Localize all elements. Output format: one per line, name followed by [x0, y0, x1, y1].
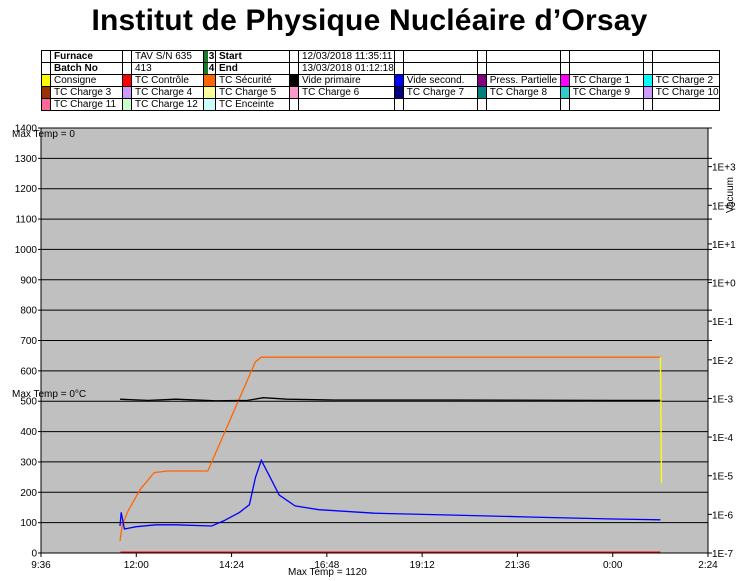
empty-cell — [642, 98, 653, 111]
y-tick-label: 1100 — [15, 215, 37, 226]
tick-labels: 0 100 200 300 400 500 600 700 800 900 1000 1100 1200… — [15, 124, 736, 572]
page-title: Institut de Physique Nucléaire d’Orsay — [91, 4, 648, 37]
legend-row: TC Charge 11 TC Charge 12 TC Enceinte — [41, 98, 720, 111]
vacuum-tick-label: 1E-2 — [712, 356, 734, 367]
y-tick-label: 1200 — [15, 184, 38, 195]
y-tick-label: 500 — [20, 397, 37, 408]
y-tick-label: 800 — [20, 306, 37, 317]
x-tick-label: 14:24 — [219, 560, 244, 571]
series-group — [119, 356, 663, 553]
empty-cell — [289, 98, 299, 111]
y-tick-label: 100 — [20, 518, 37, 529]
vacuum-tick-label: 1E-6 — [712, 510, 734, 521]
legend-swatch — [203, 98, 216, 111]
y-tick-label: 400 — [20, 427, 37, 438]
start-number: 3 — [204, 51, 215, 62]
y-tick-label: 900 — [20, 275, 37, 286]
x-tick-label: 12:00 — [124, 560, 149, 571]
y-tick-label: 0 — [31, 549, 37, 560]
annotation-middle: Max Temp = 0°C — [12, 389, 86, 400]
series-tc-s-curit- — [119, 356, 661, 541]
x-tick-label: 16:48 — [314, 560, 339, 571]
vacuum-tick-label: 1E+0 — [712, 279, 736, 290]
vacuum-tick-label: 1E+3 — [712, 163, 736, 174]
x-tick-label: 0:00 — [603, 560, 623, 571]
x-tick-label: 19:12 — [410, 560, 435, 571]
series-vide-second- — [119, 458, 661, 530]
axes — [38, 127, 712, 557]
vacuum-tick-label: 1E-3 — [712, 394, 734, 405]
empty-cell — [651, 98, 720, 111]
y-tick-label: 1300 — [15, 154, 38, 165]
vacuum-axis-label: Vacuum — [725, 177, 736, 213]
y-tick-label: 600 — [20, 366, 37, 377]
y-tick-label: 1400 — [15, 124, 38, 135]
series-consigne — [659, 357, 663, 484]
y-tick-label: 1000 — [15, 245, 38, 256]
grid-lines — [41, 127, 708, 524]
end-number: 4 — [204, 63, 215, 74]
legend-row: Consigne TC Contrôle TC Sécurité Vide prima… — [41, 74, 720, 87]
y-tick-label: 200 — [20, 488, 37, 499]
x-tick-label: 2:24 — [698, 560, 718, 571]
vacuum-tick-label: 1E+1 — [712, 240, 736, 251]
annotation-top: Max Temp = 0 — [12, 129, 75, 140]
vacuum-tick-label: 1E-7 — [712, 549, 734, 560]
legend-label: TC Charge 12 — [131, 98, 204, 111]
annotation-bottom: Max Temp = 1120 — [288, 567, 367, 578]
vacuum-tick-label: 1E+2 — [712, 201, 736, 212]
legend-table: Furnace TAV S/N 635 3 Start 12/03/2018 1… — [41, 50, 720, 111]
vacuum-tick-label: 1E-5 — [712, 472, 734, 483]
x-tick-label: 21:36 — [505, 560, 530, 571]
vacuum-tick-label: 1E-4 — [712, 433, 734, 444]
x-tick-label: 9:36 — [31, 560, 51, 571]
y-tick-label: 300 — [20, 457, 37, 468]
y-tick-label: 700 — [20, 336, 37, 347]
vacuum-tick-label: 1E-1 — [712, 317, 734, 328]
series-vide-primaire — [119, 397, 661, 402]
